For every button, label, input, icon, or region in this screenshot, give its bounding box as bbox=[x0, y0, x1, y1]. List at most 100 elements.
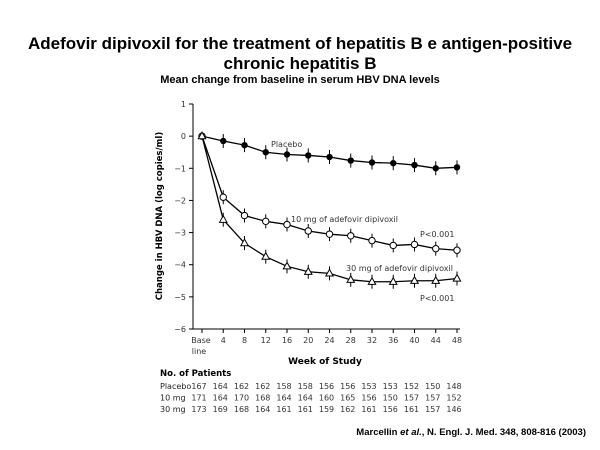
y-tick-label: −1 bbox=[174, 164, 186, 173]
patients-count: 157 bbox=[404, 394, 419, 403]
citation: Marcellin et al., N. Engl. J. Med. 348, … bbox=[356, 427, 586, 438]
chart-subtitle: Mean change from baseline in serum HBV D… bbox=[160, 74, 440, 86]
citation-etal: et al. bbox=[400, 427, 422, 438]
patients-count: 168 bbox=[255, 394, 270, 403]
patients-count: 156 bbox=[319, 382, 334, 391]
x-tick-label: 12 bbox=[261, 336, 271, 345]
patients-count: 157 bbox=[425, 405, 440, 414]
x-tick-label: 32 bbox=[367, 336, 377, 345]
patients-count: 148 bbox=[446, 382, 461, 391]
data-point-30mg bbox=[367, 276, 377, 285]
patients-count: 173 bbox=[191, 405, 206, 414]
data-point-30mg bbox=[409, 275, 420, 284]
data-point-30mg bbox=[303, 266, 313, 275]
data-point-30mg bbox=[452, 273, 462, 282]
data-point-30mg bbox=[346, 274, 356, 283]
x-tick-label: 40 bbox=[409, 336, 419, 345]
patients-count: 146 bbox=[446, 405, 461, 414]
data-point-10mg bbox=[262, 217, 270, 226]
x-tick-label: 8 bbox=[242, 336, 247, 345]
data-point-10mg bbox=[389, 241, 397, 250]
patients-count: 157 bbox=[425, 394, 440, 403]
patients-row-label: Placebo bbox=[160, 382, 191, 391]
data-point-30mg bbox=[197, 131, 207, 140]
x-tick-label: 4 bbox=[221, 336, 226, 345]
data-point-30mg bbox=[282, 261, 292, 270]
y-tick-label: −5 bbox=[174, 293, 186, 302]
data-point-10mg bbox=[368, 236, 376, 245]
patients-count: 152 bbox=[446, 394, 461, 403]
data-point-placebo bbox=[283, 151, 291, 158]
y-tick-label: 0 bbox=[181, 132, 186, 141]
data-point-30mg bbox=[431, 275, 441, 284]
patients-count: 159 bbox=[319, 405, 334, 414]
data-point-placebo bbox=[347, 157, 354, 164]
citation-source: , N. Engl. J. Med. 348, 808-816 (2003) bbox=[421, 427, 586, 438]
patients-count: 162 bbox=[234, 382, 249, 391]
x-tick-label: Base bbox=[191, 336, 211, 345]
patients-count: 150 bbox=[425, 382, 440, 391]
patients-count: 153 bbox=[383, 382, 398, 391]
data-point-30mg bbox=[239, 238, 250, 247]
y-tick-label: −2 bbox=[174, 196, 186, 205]
patients-row-label: 30 mg bbox=[160, 405, 186, 414]
data-point-30mg bbox=[218, 214, 228, 223]
data-point-placebo bbox=[326, 153, 333, 161]
patients-count: 160 bbox=[319, 394, 334, 403]
patients-count: 158 bbox=[298, 382, 313, 391]
patients-count: 158 bbox=[276, 382, 291, 391]
data-point-30mg bbox=[388, 276, 398, 285]
patients-table-heading: No. of Patients bbox=[160, 369, 231, 379]
data-point-10mg bbox=[283, 220, 291, 229]
p-value-10mg: P<0.001 bbox=[420, 230, 454, 239]
x-tick-label: 48 bbox=[452, 336, 462, 345]
data-point-placebo bbox=[453, 164, 461, 171]
data-point-10mg bbox=[304, 227, 312, 235]
x-tick-label: 20 bbox=[303, 336, 313, 345]
x-tick-label: 16 bbox=[282, 336, 292, 345]
data-point-10mg bbox=[240, 211, 249, 220]
y-tick-label: −4 bbox=[174, 261, 186, 270]
patients-count: 164 bbox=[276, 394, 291, 403]
patients-count: 150 bbox=[383, 394, 398, 403]
x-tick-label: line bbox=[192, 347, 207, 356]
chart-title-line-2: chronic hepatitis B bbox=[223, 54, 377, 73]
series-label-10mg: 10 mg of adefovir dipivoxil bbox=[291, 215, 398, 224]
data-point-10mg bbox=[410, 240, 419, 249]
patients-count: 169 bbox=[213, 405, 228, 414]
patients-count: 162 bbox=[255, 382, 270, 391]
patients-count: 153 bbox=[361, 382, 376, 391]
citation-authors: Marcellin bbox=[356, 427, 401, 438]
p-value-30mg: P<0.001 bbox=[420, 294, 454, 303]
y-tick-label: −6 bbox=[174, 325, 186, 334]
patients-count: 161 bbox=[404, 405, 419, 414]
patients-row-label: 10 mg bbox=[160, 394, 186, 403]
x-tick-label: 28 bbox=[346, 336, 356, 345]
data-point-placebo bbox=[220, 137, 227, 145]
patients-count: 171 bbox=[191, 394, 206, 403]
data-point-placebo bbox=[390, 159, 397, 167]
x-tick-label: 36 bbox=[388, 336, 398, 345]
x-axis-label: Week of Study bbox=[288, 357, 362, 367]
data-point-placebo bbox=[411, 161, 418, 169]
patients-count: 162 bbox=[340, 405, 355, 414]
series-label-30mg: 30 mg of adefovir dipivoxil bbox=[346, 264, 453, 273]
patients-count: 156 bbox=[340, 382, 355, 391]
x-tick-label: 44 bbox=[431, 336, 441, 345]
series-label-placebo: Placebo bbox=[271, 140, 302, 149]
data-point-placebo bbox=[305, 152, 312, 159]
patients-count: 167 bbox=[191, 382, 206, 391]
chart-title-line-1: Adefovir dipivoxil for the treatment of … bbox=[27, 34, 573, 53]
data-point-30mg bbox=[324, 268, 335, 277]
y-tick-label: 1 bbox=[181, 100, 186, 109]
patients-count: 161 bbox=[361, 405, 376, 414]
data-point-10mg bbox=[453, 246, 461, 254]
x-tick-label: 24 bbox=[324, 336, 334, 345]
y-axis-label: Change in HBV DNA (log copies/ml) bbox=[155, 132, 165, 301]
patients-count: 152 bbox=[404, 382, 419, 391]
data-point-placebo bbox=[241, 141, 248, 149]
patients-count: 161 bbox=[276, 405, 291, 414]
data-point-placebo bbox=[262, 149, 269, 156]
patients-count: 165 bbox=[340, 394, 355, 403]
